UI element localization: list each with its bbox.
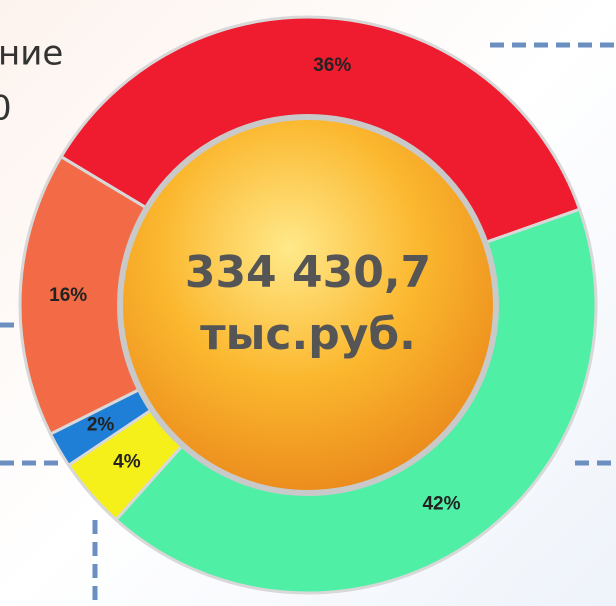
value-label: 36% [313,55,351,76]
value-label: 2% [87,415,115,436]
value-label: 4% [113,451,141,472]
value-label: 42% [422,493,460,514]
background-text: ние [0,34,63,74]
center-text: тыс.руб. [200,309,416,360]
value-label: 16% [49,285,87,306]
background-text: 0 [0,89,12,129]
center-disc [117,114,499,496]
center-text: 334 430,7 [185,247,431,298]
